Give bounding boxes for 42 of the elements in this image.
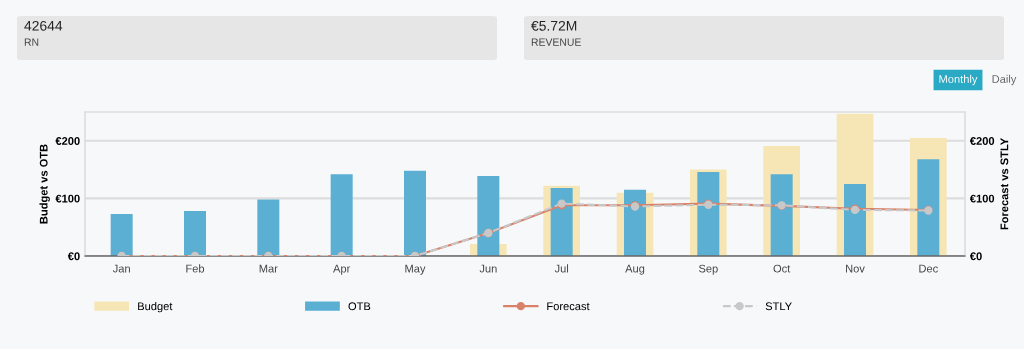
bar <box>917 159 940 256</box>
text: €5.72M <box>531 20 577 31</box>
y2-tick-label: €200 <box>969 137 995 145</box>
bar <box>770 174 793 256</box>
text: Monthly <box>939 74 978 86</box>
x-tick-label: Aug <box>625 264 645 275</box>
y-tick-label: €100 <box>55 194 80 203</box>
bar <box>844 184 866 256</box>
bar <box>697 171 720 256</box>
x-tick-label: Jan <box>112 264 130 273</box>
legend-label: OTB <box>348 302 371 311</box>
x-tick-label: Mar <box>259 264 278 273</box>
x-tick-label: Feb <box>186 264 205 273</box>
y-tick-label: €200 <box>55 137 80 145</box>
bar <box>110 213 133 256</box>
bar <box>624 189 646 256</box>
legend-label: STLY <box>765 302 792 311</box>
legend-label: Forecast <box>547 302 590 311</box>
bar <box>184 211 206 256</box>
x-tick-label: Dec <box>919 264 938 273</box>
y2-tick-label: €100 <box>969 194 995 203</box>
x-tick-label: Oct <box>773 264 791 273</box>
y-tick-label: €0 <box>67 252 80 261</box>
legend-label: Budget <box>138 302 173 313</box>
bar <box>550 188 573 256</box>
bar <box>404 170 426 256</box>
text: 42644 <box>24 20 63 31</box>
text: RN <box>24 38 39 46</box>
x-tick-label: Jun <box>479 264 497 273</box>
x-tick-label: May <box>405 264 426 275</box>
x-tick-label: Sep <box>698 264 718 275</box>
x-tick-label: Apr <box>333 264 351 275</box>
bar <box>477 175 500 256</box>
text: Daily <box>992 74 1017 86</box>
y-axis-title: Budget vs OTB <box>39 144 50 224</box>
bar <box>330 174 353 256</box>
y2-axis-title: Forecast vs STLY <box>1000 138 1009 230</box>
bar <box>257 199 280 256</box>
text: REVENUE <box>531 38 581 46</box>
x-tick-label: Jul <box>554 264 569 273</box>
x-tick-label: Nov <box>846 264 865 273</box>
y2-tick-label: €0 <box>969 252 982 261</box>
